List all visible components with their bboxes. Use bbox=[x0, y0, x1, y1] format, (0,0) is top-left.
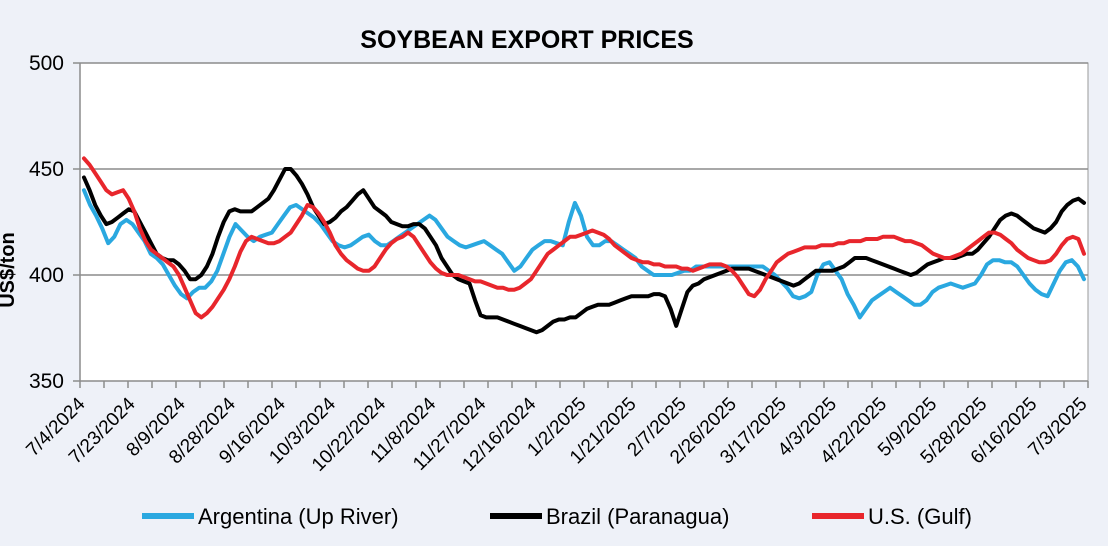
series-lines bbox=[82, 156, 1086, 335]
x-axis-ticks: 7/4/20247/23/20248/9/20248/28/20249/16/2… bbox=[22, 381, 1092, 476]
series-line-2 bbox=[82, 156, 1086, 320]
y-axis-label: US$/ton bbox=[0, 232, 19, 308]
series-line-1 bbox=[82, 167, 1086, 335]
chart-title: SOYBEAN EXPORT PRICES bbox=[360, 26, 693, 54]
y-tick-label: 350 bbox=[29, 370, 64, 393]
y-tick-label: 500 bbox=[29, 52, 64, 75]
legend-label-1: Brazil (Paranagua) bbox=[546, 504, 729, 529]
legend-label-2: U.S. (Gulf) bbox=[868, 504, 972, 529]
legend-label-0: Argentina (Up River) bbox=[198, 504, 399, 529]
grid-lines bbox=[80, 62, 1088, 276]
y-tick-label: 400 bbox=[29, 264, 64, 287]
legend: Argentina (Up River) Brazil (Paranagua) U.… bbox=[142, 504, 972, 529]
y-tick-label: 450 bbox=[29, 158, 64, 181]
y-axis-ticks: 350 400 450 500 bbox=[29, 52, 80, 393]
